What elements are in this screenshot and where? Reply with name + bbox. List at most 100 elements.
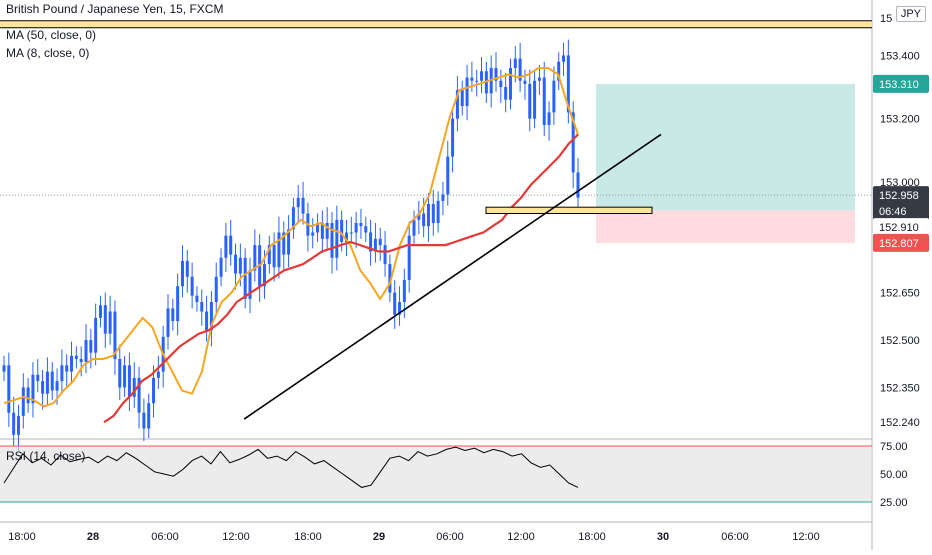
candle-body[interactable] bbox=[470, 77, 474, 81]
candle-body[interactable] bbox=[451, 118, 455, 157]
candle-body[interactable] bbox=[21, 387, 25, 416]
candle-body[interactable] bbox=[50, 371, 54, 391]
candle-body[interactable] bbox=[98, 305, 102, 318]
candle-body[interactable] bbox=[2, 365, 6, 372]
candle-body[interactable] bbox=[224, 235, 228, 258]
candle-body[interactable] bbox=[316, 223, 320, 233]
candle-body[interactable] bbox=[383, 245, 387, 265]
candle-body[interactable] bbox=[282, 232, 286, 255]
candle-body[interactable] bbox=[205, 311, 209, 331]
candle-body[interactable] bbox=[523, 80, 527, 84]
candle-body[interactable] bbox=[234, 254, 238, 274]
candle-body[interactable] bbox=[537, 77, 541, 81]
candle-body[interactable] bbox=[118, 358, 122, 388]
candle-body[interactable] bbox=[426, 204, 430, 227]
candle-body[interactable] bbox=[562, 55, 566, 62]
candle-body[interactable] bbox=[311, 232, 315, 236]
candle-body[interactable] bbox=[185, 260, 189, 277]
candle-body[interactable] bbox=[262, 264, 266, 287]
candle-body[interactable] bbox=[518, 58, 522, 81]
candle-body[interactable] bbox=[84, 339, 88, 363]
candle-body[interactable] bbox=[455, 90, 459, 119]
stop-zone[interactable] bbox=[596, 210, 855, 243]
candle-body[interactable] bbox=[557, 61, 561, 81]
candle-body[interactable] bbox=[137, 377, 141, 413]
candle-body[interactable] bbox=[238, 257, 242, 274]
candle-body[interactable] bbox=[475, 80, 479, 82]
support-zone[interactable] bbox=[485, 206, 653, 215]
candle-body[interactable] bbox=[547, 112, 551, 125]
candle-body[interactable] bbox=[200, 302, 204, 312]
candle-body[interactable] bbox=[340, 219, 344, 242]
candle-body[interactable] bbox=[89, 339, 93, 353]
candle-body[interactable] bbox=[132, 377, 136, 397]
candle-body[interactable] bbox=[412, 219, 416, 236]
candle-body[interactable] bbox=[528, 83, 532, 119]
candle-body[interactable] bbox=[542, 77, 546, 125]
candle-body[interactable] bbox=[364, 226, 368, 233]
candle-body[interactable] bbox=[65, 365, 69, 372]
candle-body[interactable] bbox=[147, 403, 151, 429]
candle-body[interactable] bbox=[209, 302, 213, 331]
candle-body[interactable] bbox=[504, 87, 508, 100]
target-zone[interactable] bbox=[596, 83, 855, 211]
candle-body[interactable] bbox=[402, 279, 406, 303]
candle-body[interactable] bbox=[330, 223, 334, 258]
candle-body[interactable] bbox=[156, 371, 160, 378]
candle-body[interactable] bbox=[398, 302, 402, 315]
candle-body[interactable] bbox=[373, 238, 377, 252]
candle-body[interactable] bbox=[12, 412, 16, 435]
candle-body[interactable] bbox=[499, 80, 503, 88]
candle-body[interactable] bbox=[508, 68, 512, 100]
candle-body[interactable] bbox=[243, 257, 247, 299]
candle-body[interactable] bbox=[79, 358, 83, 363]
candle-body[interactable] bbox=[60, 365, 64, 382]
candle-body[interactable] bbox=[195, 295, 199, 303]
candle-body[interactable] bbox=[446, 156, 450, 195]
candle-body[interactable] bbox=[45, 371, 49, 394]
candle-body[interactable] bbox=[152, 377, 156, 404]
candle-body[interactable] bbox=[70, 355, 74, 372]
candle-body[interactable] bbox=[349, 232, 353, 234]
candle-body[interactable] bbox=[55, 381, 59, 391]
candle-body[interactable] bbox=[287, 229, 291, 255]
candle-body[interactable] bbox=[388, 264, 392, 293]
candle-body[interactable] bbox=[325, 223, 329, 239]
candle-body[interactable] bbox=[436, 200, 440, 223]
candle-body[interactable] bbox=[108, 311, 112, 334]
candle-body[interactable] bbox=[359, 223, 363, 227]
candle-body[interactable] bbox=[248, 270, 252, 299]
candle-body[interactable] bbox=[576, 172, 580, 198]
candle-body[interactable] bbox=[123, 365, 127, 388]
candle-body[interactable] bbox=[36, 374, 40, 382]
candle-body[interactable] bbox=[7, 365, 11, 413]
candle-body[interactable] bbox=[354, 223, 358, 233]
candle-body[interactable] bbox=[142, 412, 146, 429]
candle-body[interactable] bbox=[393, 292, 397, 315]
candle-body[interactable] bbox=[369, 232, 373, 252]
candle-body[interactable] bbox=[219, 257, 223, 277]
candle-body[interactable] bbox=[480, 71, 484, 81]
candle-body[interactable] bbox=[94, 317, 98, 353]
candle-body[interactable] bbox=[41, 381, 45, 394]
candle-body[interactable] bbox=[277, 232, 281, 268]
candle-body[interactable] bbox=[253, 245, 257, 271]
candle-body[interactable] bbox=[176, 286, 180, 322]
trend-line[interactable] bbox=[243, 133, 662, 420]
candle-body[interactable] bbox=[422, 213, 426, 227]
candle-body[interactable] bbox=[171, 308, 175, 322]
candle-body[interactable] bbox=[31, 374, 35, 404]
candle-body[interactable] bbox=[229, 235, 233, 255]
candle-body[interactable] bbox=[465, 77, 469, 107]
candle-body[interactable] bbox=[431, 204, 435, 223]
candle-body[interactable] bbox=[378, 238, 382, 246]
candle-body[interactable] bbox=[180, 260, 184, 287]
candle-body[interactable] bbox=[320, 223, 324, 239]
candle-body[interactable] bbox=[16, 415, 20, 435]
candle-body[interactable] bbox=[460, 90, 464, 107]
candle-body[interactable] bbox=[74, 355, 78, 359]
candle-body[interactable] bbox=[417, 213, 421, 220]
candle-body[interactable] bbox=[441, 194, 445, 201]
candle-body[interactable] bbox=[166, 308, 170, 337]
